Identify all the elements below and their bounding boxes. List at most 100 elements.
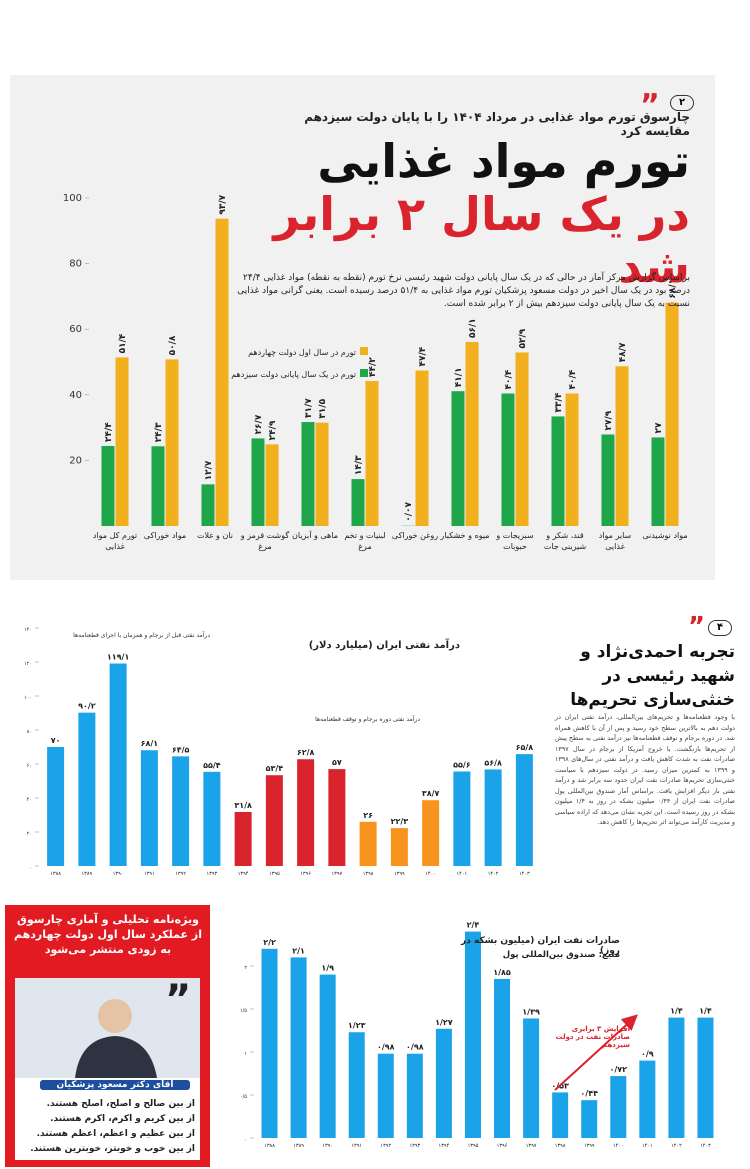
x-tick-label: ۱۳۹۷ [525,1143,537,1149]
value-label: ۵۷ [332,758,342,767]
bar [319,974,336,1138]
y-tick-label: 20 [69,455,82,466]
bar [515,754,533,866]
promo-quote: از بین صالح و اصلح، اصلح هستند. از بین ک… [20,1097,195,1157]
value-label: ۴۰/۴ [568,369,578,389]
x-tick-label: ۱۳۹۱ [144,871,155,877]
bar [215,218,229,526]
bar [451,391,465,526]
x-tick-label: ۱۳۹۱ [351,1143,363,1149]
bar [615,366,629,526]
value-label: ۱/۳۹ [522,1007,540,1016]
quote-line: از بین کریم و اکرم، اکرم هستند. [50,1114,195,1124]
value-label: ۶۴/۵ [172,745,190,754]
promo-headline: ویژه‌نامه تحلیلی و آماری چارسوق از عملکر… [14,913,202,956]
bar [328,769,346,866]
value-label: ۳۱/۸ [234,801,252,810]
value-label: ۲۲/۳ [391,817,409,826]
quote-mark: ” [165,978,191,1023]
bar [668,1017,685,1138]
bar [601,434,615,526]
chart-svg: 20 40 60 80 100 ۲۷ ۶۸/۱ ۲۷/۹ ۴۸/۷ ۳۳/۴ ۴۰/۴ ۴۰/۴ ۵۲/… [63,193,679,526]
y-tick-label: ۸۰ [27,729,32,735]
bar [261,948,278,1138]
x-tick-label: ۱۴۰۲ [671,1143,682,1149]
value-label: ۴۴/۲ [368,357,378,377]
x-tick-label: ۱۳۹۴ [237,871,249,877]
portrait: ” [15,978,200,1078]
value-label: ۵۵/۶ [453,760,471,769]
value-label: ۲۴/۳ [154,422,164,442]
bar [484,769,502,866]
y-tick-label: ۰ [244,1137,247,1143]
bar [359,821,377,866]
bar [697,1017,714,1138]
bar [435,1028,452,1138]
x-tick-label: نان و غلات [197,531,233,540]
value-label: ۲۶/۷ [254,414,264,434]
bar [315,422,329,526]
x-tick-label: ۱۳۹۸ [362,871,374,877]
x-tick-label: ۱۳۹۹ [394,871,405,877]
bar [115,357,129,526]
value-label: ۵۵/۴ [203,761,221,770]
value-label: ۵۱/۴ [118,333,128,353]
quote-line: از بین خوب و خوبتر، خوبترین هستند. [30,1144,195,1154]
value-label: ۶۸/۱ [141,739,159,748]
y-tick-label: ۱ [244,1051,247,1057]
x-tick-label: ۱۴۰۰ [612,1143,624,1149]
value-label: ۰/۹ [641,1050,654,1059]
x-tick-label: ۱۳۹۲ [175,871,186,877]
value-label: ۲۴/۹ [268,420,278,440]
x-tick-label: ۱۳۸۸ [264,1143,275,1149]
bar [301,422,315,526]
arrow [554,1014,638,1091]
x-tick-label: میوه و خشکبار [440,531,490,540]
bar [465,341,479,526]
y-tick-label: 40 [69,390,82,401]
chart-note: درآمد نفتی دوره برجام و توقف قطعنامه‌ها [315,716,420,723]
value-label: ۲۶ [363,811,373,820]
value-label: ۴۸/۷ [618,342,628,362]
value-label: ۴۰/۴ [504,369,514,389]
value-label: ۹۰/۲ [78,702,96,711]
bar [523,1018,540,1138]
chart-note: درآمد نفتی قبل از برجام و همزمان با اجرا… [73,632,210,639]
x-tick-label: مواد خوراکی [143,531,187,540]
chart-note: افزایش ۳ برابری صادرات نفت در دولت سیزده… [555,1025,630,1049]
promo-caption: آقای دکتر مسعود پزشکیان [40,1080,190,1090]
y-tick-label: ۱۲۰ [24,661,32,667]
value-label: ۹۳/۷ [218,194,228,214]
article-body: با وجود قطعنامه‌ها و تحریم‌های بین‌الملل… [555,713,735,826]
quote-line: از بین عظیم و اعظم، اعظم هستند. [36,1129,195,1139]
bar [551,416,565,526]
value-label: ۶۵/۸ [516,743,534,752]
x-tick-label: ۱۳۹۴ [438,1143,450,1149]
x-tick-label: لبنیات و تخم مرغ [344,531,386,551]
y-tick-label: ۶۰ [27,763,32,769]
x-tick-label: روغن خوراکی [391,531,439,540]
y-tick-label: ۴۰ [27,797,32,803]
value-label: ۰/۷۲ [609,1065,627,1074]
page-badge: ۲ [670,95,694,111]
value-label: ۲۷ [654,422,664,433]
bar [165,359,179,526]
value-label: ۳۸/۷ [422,789,440,798]
body [75,1036,157,1078]
x-tick-label: ۱۴۰۳ [519,871,530,877]
x-tick-label: ۱۳۹۳ [206,871,218,877]
bar [415,370,429,526]
bar [390,828,408,866]
bar [581,1100,598,1138]
x-tick-label: ۱۳۸۹ [293,1143,304,1149]
value-label: ۲/۲ [263,938,276,947]
x-tick-label: سایر مواد غذایی [598,531,632,551]
legend-swatch [360,347,368,355]
value-label: ۰/۹۸ [377,1043,395,1052]
x-tick-label: ۱۳۹۵ [269,871,280,877]
value-label: ۶۲/۸ [297,748,315,757]
bar [515,352,529,526]
bar [265,444,279,526]
x-tick-label: تورم کل مواد غذایی [92,531,138,551]
